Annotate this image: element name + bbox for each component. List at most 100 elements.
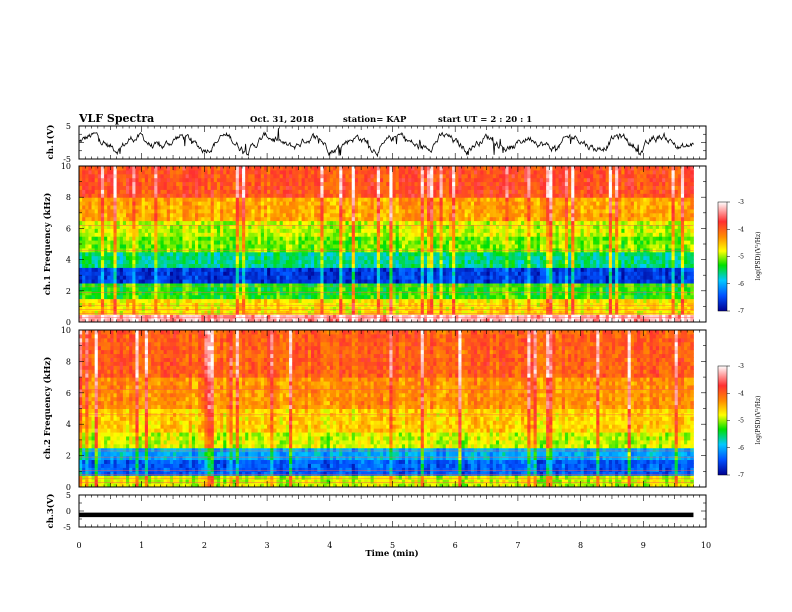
ch1-spectrogram-cell bbox=[295, 236, 299, 241]
ch1-spectrogram-cell bbox=[590, 310, 594, 315]
ch1-spectrogram-cell bbox=[455, 275, 459, 280]
ch1-spectrogram-cell bbox=[571, 298, 575, 303]
ch1-spectrogram-cell bbox=[517, 306, 522, 311]
ch1-spectrogram-cell bbox=[383, 314, 387, 319]
ch1-spectrogram-cell bbox=[533, 240, 538, 245]
ch1-spectrogram-cell bbox=[282, 279, 287, 284]
ch1-spectrogram-cell bbox=[307, 298, 312, 303]
ch1-spectrogram-cell bbox=[342, 310, 346, 315]
ch1-spectrogram-cell bbox=[624, 286, 629, 292]
ch1-spectrogram-cell bbox=[420, 286, 425, 292]
ch1-spectrogram-cell bbox=[646, 228, 650, 233]
ch1-spectrogram-cell bbox=[665, 283, 669, 288]
ch1-spectrogram-cell bbox=[220, 294, 224, 300]
ch1-spectrogram-cell bbox=[574, 232, 578, 237]
ch1-spectrogram-cell bbox=[499, 240, 503, 245]
ch1-spectrogram-cell bbox=[317, 310, 321, 315]
ch1-spectrogram-cell bbox=[182, 267, 186, 272]
ch1-spectrogram-cell bbox=[238, 294, 243, 300]
ch1-spectrogram-cell bbox=[251, 314, 255, 319]
ch1-spectrogram-cell bbox=[122, 244, 127, 249]
ch1-spectrogram-cell bbox=[348, 306, 353, 311]
ch1-spectrogram-cell bbox=[263, 290, 268, 296]
ch1-spectrogram-cell bbox=[97, 318, 102, 322]
ch1-spectrogram-cell bbox=[263, 286, 268, 292]
ch1-spectrogram-cell bbox=[398, 271, 403, 276]
ch1-spectrogram-cell bbox=[574, 283, 578, 288]
ch1-spectrogram-cell bbox=[417, 240, 422, 245]
ch1-spectrogram-cell bbox=[608, 240, 613, 245]
ch1-spectrogram-cell bbox=[630, 314, 635, 319]
ch1-spectrogram-cell bbox=[574, 275, 578, 280]
ch1-spectrogram-cell bbox=[260, 236, 265, 241]
ch1-spectrogram-cell bbox=[195, 279, 199, 284]
ch1-spectrogram-cell bbox=[442, 314, 447, 319]
ch1-spectrogram-cell bbox=[254, 290, 259, 296]
ch1-spectrogram-cell bbox=[602, 290, 607, 296]
ch1-spectrogram-cell bbox=[580, 290, 585, 296]
ch1-spectrogram-cell bbox=[376, 255, 381, 261]
ch1-spectrogram-cell bbox=[91, 298, 96, 303]
ch1-spectrogram-cell bbox=[188, 263, 193, 268]
ch1-spectrogram-cell bbox=[229, 271, 234, 276]
ch1-spectrogram-cell bbox=[141, 255, 146, 261]
ch1-spectrogram-cell bbox=[257, 236, 262, 241]
ch1-spectrogram-cell bbox=[116, 314, 121, 319]
ch1-spectrogram-cell bbox=[317, 240, 321, 245]
ch1-spectrogram-cell bbox=[345, 271, 350, 276]
ch1-spectrogram-cell bbox=[176, 259, 180, 264]
ch1-spectrogram-cell bbox=[276, 298, 281, 303]
ch1-spectrogram-cell bbox=[571, 267, 575, 272]
ch1-spectrogram-cell bbox=[257, 224, 262, 229]
ch1-spectrogram-cell bbox=[132, 263, 136, 268]
ch1-spectrogram-cell bbox=[536, 294, 541, 300]
ch1-spectrogram-cell bbox=[82, 302, 86, 307]
ch1-spectrogram-cell bbox=[542, 251, 547, 257]
ch1-spectrogram-cell bbox=[107, 279, 111, 284]
ch1-spectrogram-cell bbox=[665, 302, 669, 307]
ch1-spectrogram-cell bbox=[182, 244, 186, 249]
ch1-spectrogram-cell bbox=[517, 298, 522, 303]
ch1-spectrogram-cell bbox=[229, 255, 234, 261]
ch1-spectrogram-cell bbox=[455, 263, 459, 268]
ch1-spectrogram-cell bbox=[524, 255, 528, 261]
ch1-spectrogram-cell bbox=[536, 271, 541, 276]
ch1-spectrogram-cell bbox=[386, 236, 390, 241]
ch1-spectrogram-cell bbox=[229, 294, 234, 300]
ch1-spectrogram-cell bbox=[367, 279, 371, 284]
ch1-spectrogram-cell bbox=[564, 251, 569, 257]
ch1-spectrogram-cell bbox=[348, 298, 353, 303]
ch1-spectrogram-cell bbox=[539, 263, 544, 268]
ch1-spectrogram-cell bbox=[351, 318, 356, 322]
ch1-spectrogram-cell bbox=[524, 263, 528, 268]
ch1-spectrogram-cell bbox=[477, 294, 481, 300]
ch1-spectrogram-cell bbox=[542, 279, 547, 284]
ch1-spectrogram-cell bbox=[405, 306, 409, 311]
ch1-spectrogram-cell bbox=[420, 275, 425, 280]
ch1-spectrogram-cell bbox=[379, 286, 384, 292]
ch1-spectrogram-cell bbox=[110, 318, 114, 322]
ch1-spectrogram-cell bbox=[615, 275, 619, 280]
ch1-spectrogram-cell bbox=[511, 283, 516, 288]
ch1-spectrogram-cell bbox=[94, 228, 99, 233]
ch1-spectrogram-cell bbox=[536, 251, 541, 257]
ch1-spectrogram-cell bbox=[113, 251, 118, 257]
ch1-spectrogram-cell bbox=[655, 286, 660, 292]
ch1-spectrogram-cell bbox=[113, 244, 118, 249]
ch1-spectrogram-cell bbox=[524, 251, 528, 257]
ch1-spectrogram-cell bbox=[615, 244, 619, 249]
ch1-spectrogram-cell bbox=[426, 259, 431, 264]
ch1-spectrogram-cell bbox=[204, 224, 208, 229]
ch1-spectrogram-cell bbox=[251, 298, 255, 303]
ch1-spectrogram-cell bbox=[326, 283, 331, 288]
ch1-spectrogram-cell bbox=[668, 298, 672, 303]
ch1-spectrogram-cell bbox=[351, 244, 356, 249]
ch1-spectrogram-cell bbox=[364, 263, 368, 268]
ch1-spectrogram-cell bbox=[166, 275, 171, 280]
ch1-spectrogram-cell bbox=[176, 232, 180, 237]
ch1-spectrogram-cell bbox=[100, 228, 105, 233]
ch1-spectrogram-cell bbox=[163, 259, 168, 264]
ch1-spectrogram-cell bbox=[263, 318, 268, 322]
ch1-spectrogram-cell bbox=[442, 259, 447, 264]
ch1-spectrogram-cell bbox=[574, 236, 578, 241]
